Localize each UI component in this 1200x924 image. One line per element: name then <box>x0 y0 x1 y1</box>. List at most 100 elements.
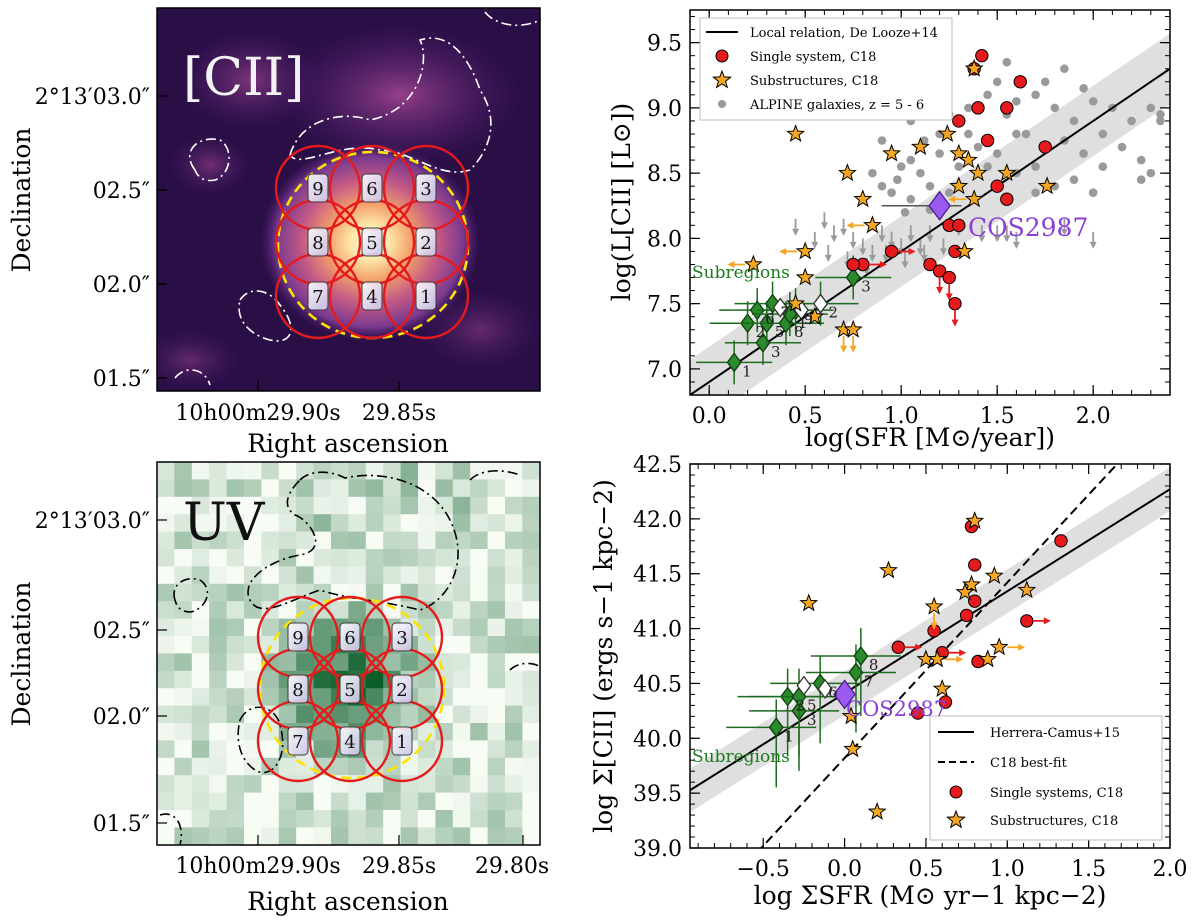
alpine-point <box>1146 103 1156 113</box>
uv-pixel <box>191 618 210 637</box>
uv-pixel <box>331 479 349 498</box>
uv-pixel <box>331 757 349 776</box>
uv-pixel <box>226 653 245 672</box>
alpine-point <box>900 207 910 217</box>
uv-pixel <box>452 496 471 515</box>
uv-pixel <box>452 775 471 794</box>
uv-pixel <box>313 462 332 480</box>
region-number: 5 <box>366 233 377 254</box>
alpine-point <box>906 194 916 204</box>
uv-pixel <box>261 775 280 794</box>
uv-pixel <box>331 601 349 620</box>
uv-pixel <box>348 827 367 845</box>
uv-pixel <box>209 792 228 811</box>
uv-pixel <box>400 810 419 828</box>
uv-pixel <box>348 792 367 811</box>
uv-pixel <box>226 705 245 724</box>
uv-pixel <box>244 827 262 845</box>
uv-pixel <box>331 705 349 724</box>
uv-pixel <box>470 636 489 654</box>
uv-pixel <box>452 740 471 759</box>
uv-pixel <box>418 496 436 515</box>
uv-pixel <box>365 792 384 811</box>
substructure-star <box>843 319 863 338</box>
uv-pixel <box>522 810 540 828</box>
uv-pixel <box>244 514 262 533</box>
uv-pixel <box>522 531 540 550</box>
uv-pixel <box>174 827 193 845</box>
upper-limit-arrowhead <box>951 319 959 327</box>
legend-alpine: ALPINE galaxies, z = 5 - 6 <box>749 98 924 113</box>
uv-pixel <box>174 549 193 567</box>
uv-pixel <box>522 549 540 567</box>
uv-pixel <box>365 757 384 776</box>
uv-pixel <box>365 688 384 707</box>
alpine-point <box>1031 162 1040 171</box>
uv-pixel <box>191 810 210 828</box>
uv-pixel <box>522 618 540 637</box>
uv-pixel <box>191 723 210 741</box>
subregion-point <box>726 352 742 373</box>
uv-pixel <box>505 549 523 567</box>
subregion-point <box>845 267 861 288</box>
uv-pixel <box>365 549 384 567</box>
cos2987-label-top: COS2987 <box>968 213 1088 242</box>
upper-limit-arrowhead <box>939 248 947 256</box>
alpine-point <box>1088 97 1098 106</box>
uv-pixel <box>418 549 436 567</box>
uv-pixel <box>365 653 384 672</box>
region-number: 6 <box>344 628 355 649</box>
substructure-star <box>910 137 930 156</box>
subregion-open-point <box>772 297 788 318</box>
upper-limit-arrowhead <box>820 222 828 230</box>
uv-pixel <box>452 757 471 776</box>
uv-pixel <box>313 740 332 759</box>
uv-pixel <box>505 514 523 533</box>
uv-pixel <box>174 531 193 550</box>
legend-substructures-br: Substructures, C18 <box>990 814 1118 829</box>
uv-pixel <box>487 670 506 689</box>
uv-pixel <box>261 531 280 550</box>
y-tick-label: 39.0 <box>633 837 682 862</box>
uv-pixel <box>400 757 419 776</box>
uv-pixel <box>383 653 402 672</box>
alpine-point <box>964 103 973 113</box>
uv-pixel <box>191 514 210 533</box>
subregion-point <box>853 645 869 667</box>
y-tick-label: 39.5 <box>633 782 682 807</box>
alpine-point <box>925 181 935 191</box>
alpine-point <box>1069 116 1079 126</box>
uv-pixel <box>383 705 402 724</box>
uv-pixel <box>278 601 297 620</box>
uv-pixel <box>470 775 489 794</box>
uv-pixel <box>174 618 193 637</box>
uv-pixel <box>191 740 210 759</box>
uv-pixel <box>505 688 523 707</box>
upper-limit-arrowhead <box>840 345 848 353</box>
uv-pixel <box>209 583 228 602</box>
uv-pixel <box>174 601 193 620</box>
uv-pixel <box>157 688 175 707</box>
uv-pixel <box>487 827 506 845</box>
region-number: 3 <box>420 179 431 200</box>
uv-pixel <box>191 792 210 811</box>
subregion-id: 6 <box>765 310 775 328</box>
uv-pixel <box>209 740 228 759</box>
uv-pixel <box>452 566 471 585</box>
uv-pixel <box>418 479 436 498</box>
single-system-point <box>968 558 982 572</box>
uv-ytick-1: 2°13′03.0″ <box>35 509 150 534</box>
uv-pixel <box>174 479 193 498</box>
alpine-point <box>877 136 887 145</box>
uv-map-image: 9 6 3 8 5 2 7 4 1 <box>157 462 540 845</box>
region-box <box>307 281 329 311</box>
upper-limit-arrowhead <box>824 254 832 262</box>
uv-pixel <box>313 705 332 724</box>
single-system-point <box>968 594 982 608</box>
uv-pixel <box>435 757 454 776</box>
uv-xtick-2: 29.85s <box>362 854 436 879</box>
uv-pixel <box>400 496 419 515</box>
uv-pixel <box>157 618 175 637</box>
